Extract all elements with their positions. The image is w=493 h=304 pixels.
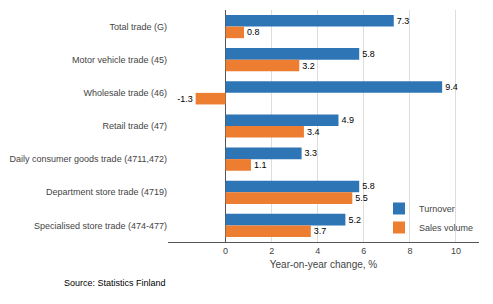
svg-text:6: 6 [361,246,366,256]
svg-text:Wholesale trade (46): Wholesale trade (46) [83,88,167,98]
svg-text:Motor vehicle trade (45): Motor vehicle trade (45) [72,55,167,65]
svg-text:5.2: 5.2 [348,215,361,225]
svg-text:Specialised store trade (474-4: Specialised store trade (474-477) [34,221,167,231]
svg-text:10: 10 [451,246,461,256]
svg-text:5.8: 5.8 [362,49,375,59]
svg-text:5.8: 5.8 [362,181,375,191]
svg-text:4.9: 4.9 [341,115,354,125]
svg-text:Daily consumer goods trade (47: Daily consumer goods trade (4711,472) [10,154,167,164]
svg-text:Turnover: Turnover [419,204,455,214]
svg-text:3.2: 3.2 [302,61,315,71]
svg-text:3.3: 3.3 [305,148,318,158]
svg-text:9.4: 9.4 [445,82,458,92]
svg-text:Total trade (G): Total trade (G) [109,22,167,32]
svg-text:Department store trade (4719): Department store trade (4719) [46,187,167,197]
svg-text:3.4: 3.4 [307,127,320,137]
svg-text:Sales volume: Sales volume [419,223,473,233]
svg-text:7.3: 7.3 [397,16,410,26]
svg-text:4: 4 [315,246,320,256]
svg-text:-1.3: -1.3 [177,94,193,104]
svg-text:8: 8 [407,246,412,256]
svg-text:1.1: 1.1 [254,160,267,170]
svg-text:3.7: 3.7 [314,226,327,236]
svg-text:0: 0 [223,246,228,256]
svg-text:2: 2 [269,246,274,256]
svg-text:Retail trade (47): Retail trade (47) [102,121,167,131]
svg-text:Year-on-year change, %: Year-on-year change, % [270,259,378,270]
svg-text:0.8: 0.8 [247,27,260,37]
svg-text:5.5: 5.5 [355,193,368,203]
svg-text:Source: Statistics Finland: Source: Statistics Finland [64,278,166,288]
